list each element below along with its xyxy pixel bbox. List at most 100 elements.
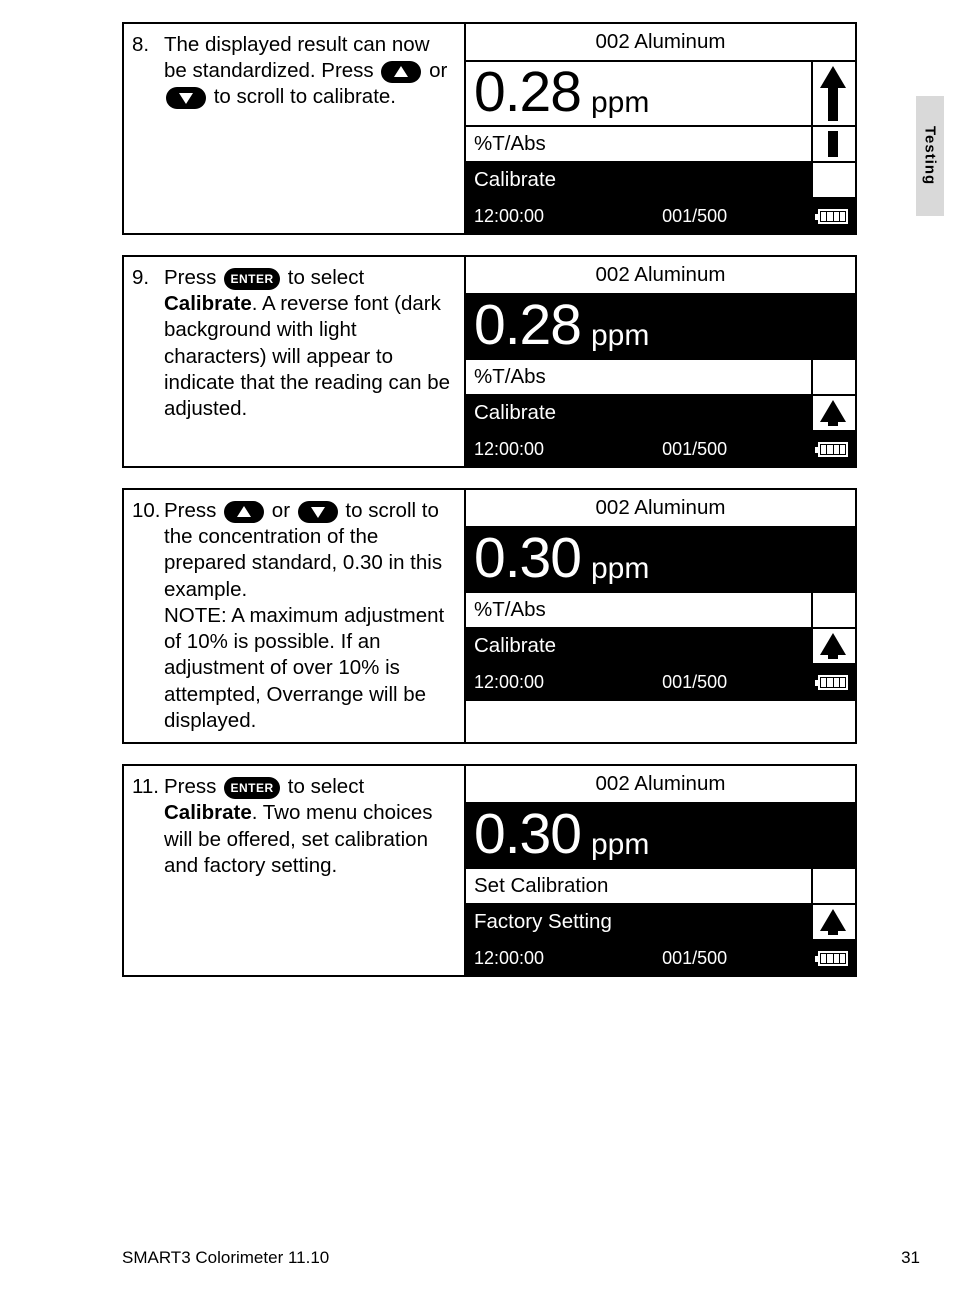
lcd-menu-row: Calibrate [466, 161, 855, 197]
lcd-reading-value: 0.28 [474, 64, 581, 121]
page-footer: SMART3 Colorimeter 11.10 31 [122, 1248, 920, 1268]
step-number: 8. [132, 32, 164, 58]
lcd-side [811, 593, 855, 627]
lcd-count: 001/500 [662, 948, 727, 969]
step-text: 8.The displayed result can now be standa… [124, 24, 464, 233]
lcd-reading-unit: ppm [591, 86, 649, 120]
lcd-menu-label: Calibrate [474, 168, 556, 192]
page: 8.The displayed result can now be standa… [0, 0, 954, 977]
lcd-time: 12:00:00 [474, 948, 544, 969]
lcd-header: 002 Aluminum [466, 24, 855, 60]
lcd-side [811, 360, 855, 394]
lcd-menu-label: %T/Abs [474, 598, 546, 622]
step-number: 11. [132, 774, 164, 800]
lcd-reading-row: 0.30 ppm [466, 526, 855, 591]
lcd-reading-value: 0.28 [474, 297, 581, 354]
lcd-status-row: 12:00:00 001/500 [466, 197, 855, 233]
step-body: Press ENTER to select Calibrate. Two men… [164, 774, 454, 879]
lcd-time: 12:00:00 [474, 439, 544, 460]
lcd-title: 002 Aluminum [596, 496, 726, 520]
lcd-menu-row: %T/Abs [466, 591, 855, 627]
lcd-blank-row [466, 699, 855, 735]
step-text: 11.Press ENTER to select Calibrate. Two … [124, 766, 464, 975]
lcd-side [811, 396, 855, 430]
lcd-side [811, 905, 855, 939]
lcd-menu-label: Set Calibration [474, 874, 608, 898]
lcd-menu-row: Calibrate [466, 627, 855, 663]
step-body: The displayed result can now be standard… [164, 32, 454, 111]
battery-icon [818, 209, 848, 224]
battery-icon [818, 442, 848, 457]
step-body: Press ENTER to select Calibrate. A rever… [164, 265, 454, 422]
enter-key-icon: ENTER [224, 777, 280, 799]
up-key-icon [224, 501, 264, 523]
lcd-side [811, 629, 855, 663]
lcd-reading-unit: ppm [591, 552, 649, 586]
footer-doc-title: SMART3 Colorimeter 11.10 [122, 1248, 329, 1268]
lcd-side [811, 528, 855, 591]
lcd-title: 002 Aluminum [596, 263, 726, 287]
device-lcd: 002 Aluminum 0.30 ppm Set Calibration Factor… [464, 766, 855, 975]
instruction-step: 11.Press ENTER to select Calibrate. Two … [122, 764, 857, 977]
device-lcd: 002 Aluminum 0.28 ppm %T/Abs Calibrate 12:00:… [464, 257, 855, 466]
lcd-menu-label: %T/Abs [474, 132, 546, 156]
lcd-time: 12:00:00 [474, 206, 544, 227]
up-key-icon [381, 61, 421, 83]
lcd-menu-label: Calibrate [474, 401, 556, 425]
lcd-reading-value: 0.30 [474, 530, 581, 587]
lcd-side [811, 665, 855, 699]
lcd-header: 002 Aluminum [466, 490, 855, 526]
lcd-reading-unit: ppm [591, 319, 649, 353]
lcd-reading-unit: ppm [591, 828, 649, 862]
lcd-reading-row: 0.28 ppm [466, 60, 855, 125]
lcd-menu-label: %T/Abs [474, 365, 546, 389]
lcd-menu-row: Set Calibration [466, 867, 855, 903]
up-arrow-icon [820, 131, 846, 157]
lcd-count: 001/500 [662, 206, 727, 227]
step-text: 10.Press or to scroll to the concentrati… [124, 490, 464, 742]
step-body: Press or to scroll to the concentration … [164, 498, 454, 734]
lcd-menu-row: %T/Abs [466, 358, 855, 394]
lcd-reading-row: 0.28 ppm [466, 293, 855, 358]
lcd-menu-row: Factory Setting [466, 903, 855, 939]
lcd-side [811, 62, 855, 125]
lcd-menu-row: %T/Abs [466, 125, 855, 161]
lcd-reading-value: 0.30 [474, 806, 581, 863]
lcd-title: 002 Aluminum [596, 30, 726, 54]
instruction-step: 10.Press or to scroll to the concentrati… [122, 488, 857, 744]
lcd-status-row: 12:00:00 001/500 [466, 430, 855, 466]
lcd-side [811, 127, 855, 161]
up-arrow-icon [820, 400, 846, 426]
lcd-side [811, 199, 855, 233]
step-number: 9. [132, 265, 164, 291]
device-lcd: 002 Aluminum 0.30 ppm %T/Abs Calibrate 12:00:… [464, 490, 855, 742]
up-arrow-icon [820, 909, 846, 935]
steps-list: 8.The displayed result can now be standa… [0, 22, 954, 977]
step-number: 10. [132, 498, 164, 524]
lcd-header: 002 Aluminum [466, 766, 855, 802]
lcd-header: 002 Aluminum [466, 257, 855, 293]
lcd-menu-label: Calibrate [474, 634, 556, 658]
side-tab-testing: Testing [916, 96, 944, 216]
lcd-side [811, 295, 855, 358]
lcd-reading-row: 0.30 ppm [466, 802, 855, 867]
lcd-side [811, 941, 855, 975]
down-key-icon [298, 501, 338, 523]
battery-icon [818, 951, 848, 966]
battery-icon [818, 675, 848, 690]
lcd-count: 001/500 [662, 672, 727, 693]
lcd-count: 001/500 [662, 439, 727, 460]
lcd-menu-label: Factory Setting [474, 910, 612, 934]
enter-key-icon: ENTER [224, 268, 280, 290]
lcd-status-row: 12:00:00001/500 [466, 663, 855, 699]
lcd-side [811, 869, 855, 903]
footer-page-number: 31 [901, 1248, 920, 1268]
down-key-icon [166, 87, 206, 109]
up-arrow-icon [820, 633, 846, 659]
lcd-side [811, 432, 855, 466]
instruction-step: 8.The displayed result can now be standa… [122, 22, 857, 235]
lcd-side [811, 804, 855, 867]
lcd-status-row: 12:00:00 001/500 [466, 939, 855, 975]
lcd-menu-row: Calibrate [466, 394, 855, 430]
up-arrow-icon [820, 66, 846, 121]
